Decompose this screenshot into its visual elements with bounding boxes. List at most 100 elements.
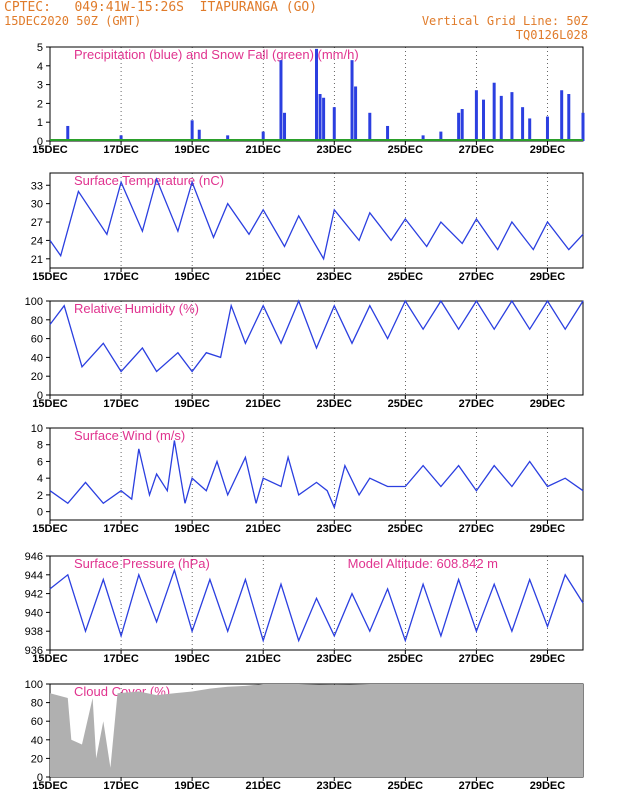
rh-xtick-label: 27DEC: [459, 398, 495, 410]
cloud-xtick-label: 19DEC: [174, 780, 210, 792]
precip-bar: [261, 131, 265, 141]
precip-bar: [528, 118, 532, 141]
precip-bar: [545, 116, 549, 141]
pres-xtick-label: 23DEC: [317, 653, 353, 665]
rh-ytick-label: 20: [31, 371, 43, 383]
rh-xtick-label: 17DEC: [103, 398, 139, 410]
cloud-xtick-label: 25DEC: [388, 780, 424, 792]
precip-bar: [386, 125, 390, 141]
rh-xtick-label: 25DEC: [388, 398, 424, 410]
precip-bar: [521, 107, 525, 141]
station-header: CPTEC: 049:41W-15:26S ITAPURANGA (GO): [4, 0, 318, 15]
pres-ytick-label: 936: [25, 645, 43, 657]
rh-xtick-label: 21DEC: [245, 398, 281, 410]
wind-xtick-label: 19DEC: [174, 523, 210, 535]
temp-xtick-label: 19DEC: [174, 271, 210, 283]
pres-ytick-label: 938: [25, 626, 43, 638]
temp-xtick-label: 25DEC: [388, 271, 424, 283]
precip-bar: [499, 95, 503, 141]
temp-ytick-label: 30: [31, 199, 43, 211]
pres-ytick-label: 940: [25, 607, 43, 619]
pres-xtick-label: 21DEC: [245, 653, 281, 665]
wind-ytick-label: 6: [37, 456, 43, 468]
temp-xtick-label: 27DEC: [459, 271, 495, 283]
cloud-ytick-label: 0: [37, 772, 43, 784]
temp-xtick-label: 15DEC: [32, 271, 68, 283]
precip-bar: [482, 99, 486, 141]
pres-xtick-label: 27DEC: [459, 653, 495, 665]
precip-bar: [354, 86, 358, 141]
temp-series-line: [49, 177, 584, 261]
wind-title: Surface Wind (m/s): [74, 428, 185, 443]
temp-xtick-label: 17DEC: [103, 271, 139, 283]
cloud-xtick-label: 27DEC: [459, 780, 495, 792]
precip-bar: [368, 112, 372, 141]
precip-bar: [474, 90, 478, 141]
precip-ytick-label: 4: [37, 61, 43, 73]
rh-series-line: [49, 299, 584, 373]
precip-xtick-label: 27DEC: [459, 144, 495, 156]
precip-bar: [279, 60, 283, 141]
precip-ytick-label: 1: [37, 117, 43, 129]
precip-title: Precipitation (blue) and Snow Fall (gree…: [74, 47, 359, 62]
precip-xtick-label: 19DEC: [174, 144, 210, 156]
model-id: TQ0126L028: [515, 28, 588, 42]
rh-ytick-label: 60: [31, 334, 43, 346]
pres-xtick-label: 29DEC: [530, 653, 566, 665]
temp-title: Surface Temperature (nC): [74, 173, 224, 188]
cloud-ytick-label: 60: [31, 716, 43, 728]
rh-ytick-label: 80: [31, 315, 43, 327]
precip-bar: [492, 82, 496, 141]
run-datetime: 15DEC2020 50Z (GMT): [4, 14, 142, 28]
rh-xtick-label: 23DEC: [317, 398, 353, 410]
precip-bar: [332, 107, 336, 141]
rh-ytick-label: 0: [37, 390, 43, 402]
temp-xtick-label: 21DEC: [245, 271, 281, 283]
precip-bar: [322, 97, 326, 141]
cloud-xtick-label: 17DEC: [103, 780, 139, 792]
precip-bar: [190, 120, 194, 141]
precip-xtick-label: 29DEC: [530, 144, 566, 156]
wind-xtick-label: 29DEC: [530, 523, 566, 535]
rh-title: Relative Humidity (%): [74, 301, 199, 316]
precip-bar: [315, 48, 318, 141]
precip-bar: [283, 112, 287, 141]
cloud-ytick-label: 100: [25, 679, 43, 691]
temp-ytick-label: 27: [31, 217, 43, 229]
wind-xtick-label: 15DEC: [32, 523, 68, 535]
pres-title: Surface Pressure (hPa): [74, 556, 210, 571]
precip-ytick-label: 2: [37, 98, 43, 110]
pres-xtick-label: 25DEC: [388, 653, 424, 665]
wind-series-line: [49, 440, 584, 510]
rh-ytick-label: 100: [25, 296, 43, 308]
vertical-grid-note: Vertical Grid Line: 50Z: [421, 14, 588, 28]
precip-bar: [567, 94, 571, 141]
pres-ytick-label: 944: [25, 570, 43, 582]
precip-bar: [560, 90, 564, 141]
precip-xtick-label: 25DEC: [388, 144, 424, 156]
precip-bar: [318, 94, 322, 141]
precip-bar: [197, 129, 201, 141]
wind-ytick-label: 0: [37, 507, 43, 519]
pres-xtick-label: 15DEC: [32, 653, 68, 665]
rh-frame: [49, 300, 584, 396]
cloud-ytick-label: 20: [31, 753, 43, 765]
cloud-xtick-label: 29DEC: [530, 780, 566, 792]
temp-ytick-label: 24: [31, 235, 43, 247]
temp-frame: [49, 172, 584, 269]
pres-xtick-label: 19DEC: [174, 653, 210, 665]
precip-bar: [439, 131, 443, 141]
rh-ytick-label: 40: [31, 352, 43, 364]
precip-bar: [66, 125, 70, 141]
cloud-ytick-label: 40: [31, 735, 43, 747]
precip-xtick-label: 15DEC: [32, 144, 68, 156]
precip-xtick-label: 21DEC: [245, 144, 281, 156]
temp-ytick-label: 21: [31, 254, 43, 266]
wind-xtick-label: 23DEC: [317, 523, 353, 535]
cloud-ytick-label: 80: [31, 698, 43, 710]
temp-xtick-label: 23DEC: [317, 271, 353, 283]
pres-series-line: [49, 567, 584, 643]
cloud-xtick-label: 21DEC: [245, 780, 281, 792]
